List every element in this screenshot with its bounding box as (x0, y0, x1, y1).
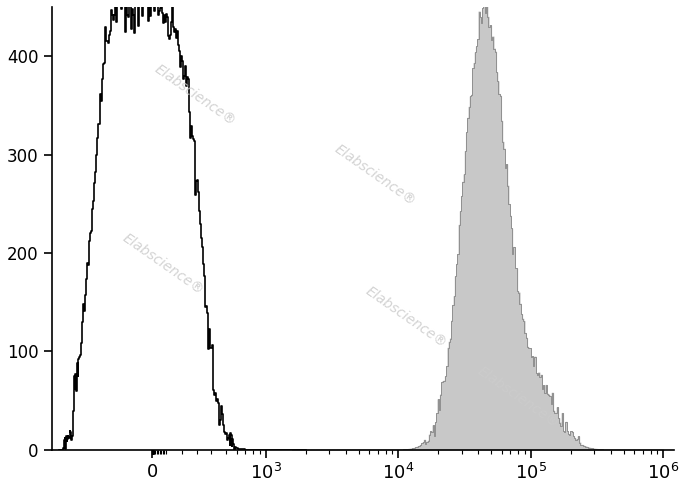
Text: Elabscience®: Elabscience® (332, 142, 418, 208)
Text: Elabscience®: Elabscience® (120, 231, 207, 297)
Text: Elabscience®: Elabscience® (363, 284, 450, 350)
Text: Elabscience®: Elabscience® (151, 62, 238, 129)
Text: Elabscience®: Elabscience® (475, 364, 561, 430)
